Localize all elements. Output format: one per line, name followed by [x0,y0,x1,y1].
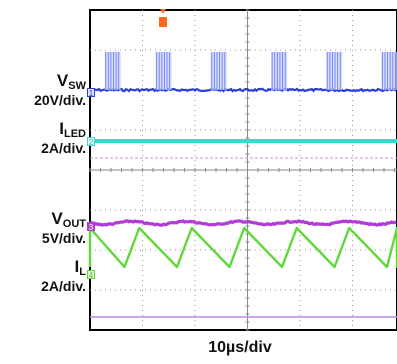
iled-name: ILED [59,119,86,140]
ch2-marker: 2 [87,137,95,147]
il-label: IL 2A/div. [8,258,86,293]
vout-scale: 5V/div. [41,230,86,246]
vsw-burst [381,52,397,90]
iled-scale: 2A/div. [41,140,86,156]
trigger-marker-icon [159,9,167,27]
ch1-marker: 1 [87,88,95,98]
traces [88,52,397,318]
vsw-label: VSW 20V/div. [8,72,86,107]
vsw-scale: 20V/div. [34,92,86,108]
vout-label: VOUT 5V/div. [8,210,86,245]
il-name: IL [74,257,86,278]
vout-name: VOUT [51,209,86,230]
x-axis-label: 10µs/div [208,339,272,356]
vsw-name: VSW [56,71,86,92]
grid [89,9,397,331]
ch3-marker: 3 [87,222,95,232]
ch4-marker: 4 [87,270,95,280]
il-scale: 2A/div. [41,278,86,294]
il-trace [88,226,397,269]
vout-trace [89,219,397,227]
iled-label: ILED 2A/div. [8,120,86,155]
vsw-trace [89,87,397,93]
